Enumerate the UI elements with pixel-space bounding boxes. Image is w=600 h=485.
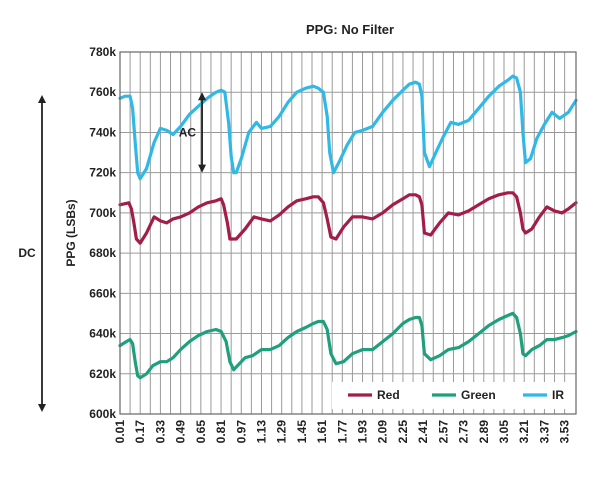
x-tick-label: 3.53 <box>558 420 572 444</box>
dc-arrow-head-up <box>38 95 46 103</box>
x-tick-labels: 0.01 0.17 0.33 0.49 0.65 0.81 0.97 1.13 1.29 1.45… <box>113 420 572 444</box>
legend: Red Green IR <box>332 382 572 409</box>
y-tick-label: 720k <box>89 166 116 180</box>
y-tick-label: 700k <box>89 206 116 220</box>
y-tick-label: 660k <box>89 286 116 300</box>
x-tick-label: 0.17 <box>133 420 147 444</box>
x-tick-label: 3.05 <box>497 420 511 444</box>
y-tick-label: 760k <box>89 85 116 99</box>
x-tick-label: 1.45 <box>295 420 309 444</box>
y-axis-label: PPG (LSBs) <box>64 199 78 266</box>
ac-arrow-head-up <box>198 92 207 101</box>
series-line-green <box>118 311 578 380</box>
legend-label-green: Green <box>461 388 496 402</box>
series-line-ir <box>118 74 578 181</box>
y-tick-label: 620k <box>89 367 116 381</box>
x-tick-label: 0.01 <box>113 420 127 444</box>
x-tick-label: 3.21 <box>517 420 531 444</box>
y-tick-label: 780k <box>89 45 116 59</box>
series-line-red <box>118 191 578 245</box>
x-tick-label: 0.81 <box>214 420 228 444</box>
series-lines <box>118 74 578 380</box>
x-tick-label: 0.65 <box>194 420 208 444</box>
x-tick-label: 3.37 <box>537 420 551 444</box>
x-tick-label: 2.57 <box>436 420 450 444</box>
x-tick-label: 2.41 <box>416 420 430 444</box>
legend-label-ir: IR <box>552 388 564 402</box>
y-tick-label: 600k <box>89 407 116 421</box>
x-tick-label: 1.13 <box>254 420 268 444</box>
x-tick-label: 0.33 <box>153 420 167 444</box>
chart-title: PPG: No Filter <box>306 22 394 37</box>
x-tick-label: 1.77 <box>335 420 349 444</box>
y-tick-label: 680k <box>89 246 116 260</box>
x-tick-label: 2.25 <box>396 420 410 444</box>
x-tick-label: 2.73 <box>457 420 471 444</box>
x-tick-label: 0.97 <box>234 420 248 444</box>
y-tick-label: 740k <box>89 125 116 139</box>
legend-label-red: Red <box>377 388 400 402</box>
ac-arrow-head-down <box>198 164 207 173</box>
dc-label: DC <box>18 246 36 260</box>
x-tick-label: 1.61 <box>315 420 329 444</box>
ac-label: AC <box>179 125 197 139</box>
x-tick-label: 2.89 <box>477 420 491 444</box>
x-tick-label: 1.29 <box>275 420 289 444</box>
x-tick-label: 2.09 <box>376 420 390 444</box>
y-tick-label: 640k <box>89 327 116 341</box>
x-tick-label: 1.93 <box>356 420 370 444</box>
y-tick-labels: 600k 620k 640k 660k 680k 700k 720k 740k 760k 780k <box>89 45 116 421</box>
annotations: AC DC <box>18 92 207 412</box>
dc-arrow-head-down <box>38 404 46 412</box>
plot-frame <box>119 51 577 415</box>
x-tick-label: 0.49 <box>174 420 188 444</box>
